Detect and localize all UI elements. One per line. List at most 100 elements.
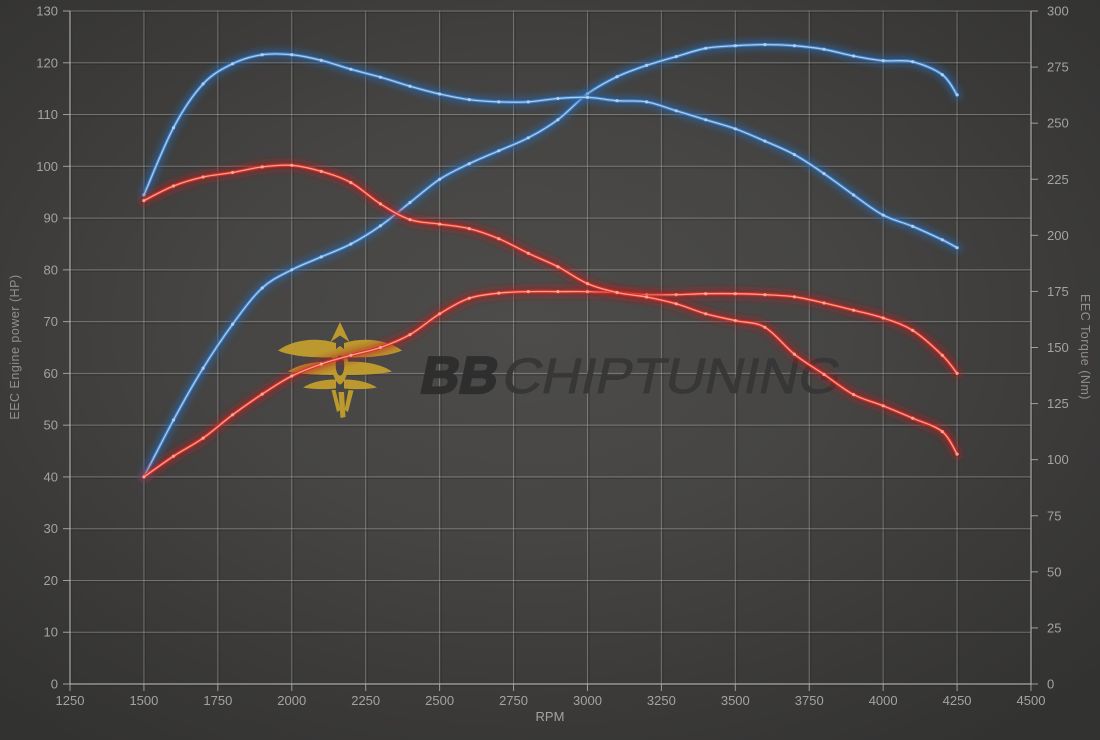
- y-left-axis-title: EEC Engine power (HP): [8, 274, 22, 419]
- data-point-marker: [467, 98, 471, 102]
- data-point-marker: [319, 58, 323, 63]
- y-left-tick-label: 110: [37, 107, 58, 122]
- data-point-marker: [556, 96, 560, 101]
- data-point-marker: [615, 290, 619, 295]
- data-point-marker: [704, 292, 708, 296]
- data-point-marker: [585, 282, 590, 286]
- y-left-tick-label: 20: [44, 573, 58, 588]
- data-point-marker: [467, 162, 471, 166]
- y-right-tick-label: 150: [1047, 340, 1069, 355]
- axes-frame: [63, 10, 1038, 691]
- x-tick-label: 4500: [1017, 693, 1046, 708]
- data-point-marker: [142, 199, 146, 203]
- data-point-marker: [792, 44, 797, 48]
- data-point-marker: [497, 237, 501, 241]
- data-point-marker: [852, 193, 856, 197]
- data-point-marker: [940, 430, 944, 434]
- data-point-marker: [526, 251, 530, 255]
- data-point-marker: [201, 436, 205, 440]
- data-point-marker: [585, 95, 590, 99]
- data-point-marker: [763, 293, 767, 297]
- data-point-marker: [733, 319, 737, 323]
- x-tick-label: 3250: [647, 693, 676, 708]
- x-tick-label: 1250: [56, 693, 85, 708]
- data-point-marker: [911, 328, 915, 332]
- y-right-tick-label: 75: [1047, 508, 1061, 523]
- data-point-marker: [556, 265, 560, 269]
- y-left-tick-label: 120: [36, 55, 58, 70]
- watermark-logo: BB CHIPTUNING: [278, 322, 848, 418]
- data-point-marker: [201, 366, 205, 370]
- data-point-marker: [733, 44, 737, 48]
- data-point-marker: [556, 118, 560, 122]
- data-point-marker: [231, 413, 235, 417]
- data-point-marker: [955, 452, 959, 456]
- data-point-marker: [319, 169, 323, 173]
- data-point-marker: [763, 43, 767, 47]
- data-point-marker: [674, 109, 678, 113]
- y-left-tick-label: 100: [36, 159, 58, 174]
- data-point-marker: [408, 218, 412, 222]
- y-right-tick-label: 175: [1047, 284, 1069, 299]
- x-tick-label: 2500: [425, 693, 454, 708]
- data-point-marker: [645, 63, 649, 67]
- curve-red-power-hp: [138, 286, 963, 482]
- data-point-marker: [911, 416, 915, 420]
- data-point-marker: [171, 184, 176, 188]
- y-left-tick-label: 40: [44, 469, 58, 484]
- curve-core-blue-torque-nm: [143, 53, 958, 249]
- data-point-marker: [733, 292, 737, 296]
- data-point-marker: [438, 92, 442, 96]
- data-point-marker: [319, 255, 323, 259]
- x-tick-label: 4250: [943, 693, 972, 708]
- data-point-marker: [674, 302, 678, 306]
- data-point-marker: [201, 175, 205, 179]
- y-right-tick-label: 250: [1047, 116, 1069, 131]
- y-right-axis-title: EEC Torque (Nm): [1078, 294, 1092, 400]
- y-left-tick-label: 10: [44, 625, 58, 640]
- data-point-marker: [408, 200, 412, 205]
- data-point-marker: [674, 293, 678, 297]
- data-point-marker: [704, 118, 708, 122]
- data-point-marker: [438, 222, 442, 226]
- data-point-marker: [378, 345, 383, 350]
- curve-blue-power-hp: [138, 39, 963, 482]
- x-axis-title: RPM: [536, 709, 565, 724]
- data-point-marker: [378, 202, 383, 206]
- data-point-marker: [408, 84, 412, 88]
- data-point-marker: [260, 286, 264, 290]
- data-point-marker: [438, 312, 442, 316]
- data-point-marker: [792, 352, 797, 356]
- y-left-tick-label: 60: [44, 366, 58, 381]
- data-point-marker: [526, 290, 530, 294]
- data-point-marker: [171, 126, 176, 130]
- data-point-marker: [792, 295, 797, 299]
- x-tick-label: 1750: [203, 693, 232, 708]
- y-right-tick-label: 100: [1047, 452, 1069, 467]
- data-point-marker: [881, 59, 885, 63]
- y-right-tick-label: 25: [1047, 620, 1061, 635]
- x-tick-label: 4000: [869, 693, 898, 708]
- data-point-marker: [349, 181, 353, 185]
- data-point-marker: [319, 362, 323, 366]
- data-point-marker: [852, 308, 856, 312]
- data-point-marker: [940, 73, 944, 77]
- data-point-marker: [231, 322, 235, 326]
- data-point-marker: [497, 291, 501, 295]
- y-right-tick-label: 125: [1047, 396, 1069, 411]
- y-left-tick-label: 30: [44, 521, 58, 536]
- data-point-marker: [408, 333, 412, 337]
- curve-red-torque-nm: [138, 160, 963, 460]
- y-right-tick-label: 200: [1047, 228, 1069, 243]
- y-left-tick-label: 80: [44, 262, 58, 277]
- data-point-marker: [171, 454, 176, 458]
- data-point-marker: [349, 242, 353, 246]
- x-tick-label: 1500: [129, 693, 158, 708]
- x-tick-label: 2750: [499, 693, 528, 708]
- curve-line-blue-torque-nm: [142, 52, 959, 250]
- data-point-marker: [231, 62, 235, 66]
- y-right-tick-label: 50: [1047, 564, 1061, 579]
- data-point-marker: [822, 372, 826, 376]
- data-point-marker: [556, 290, 560, 294]
- y-left-tick-label: 90: [44, 211, 58, 226]
